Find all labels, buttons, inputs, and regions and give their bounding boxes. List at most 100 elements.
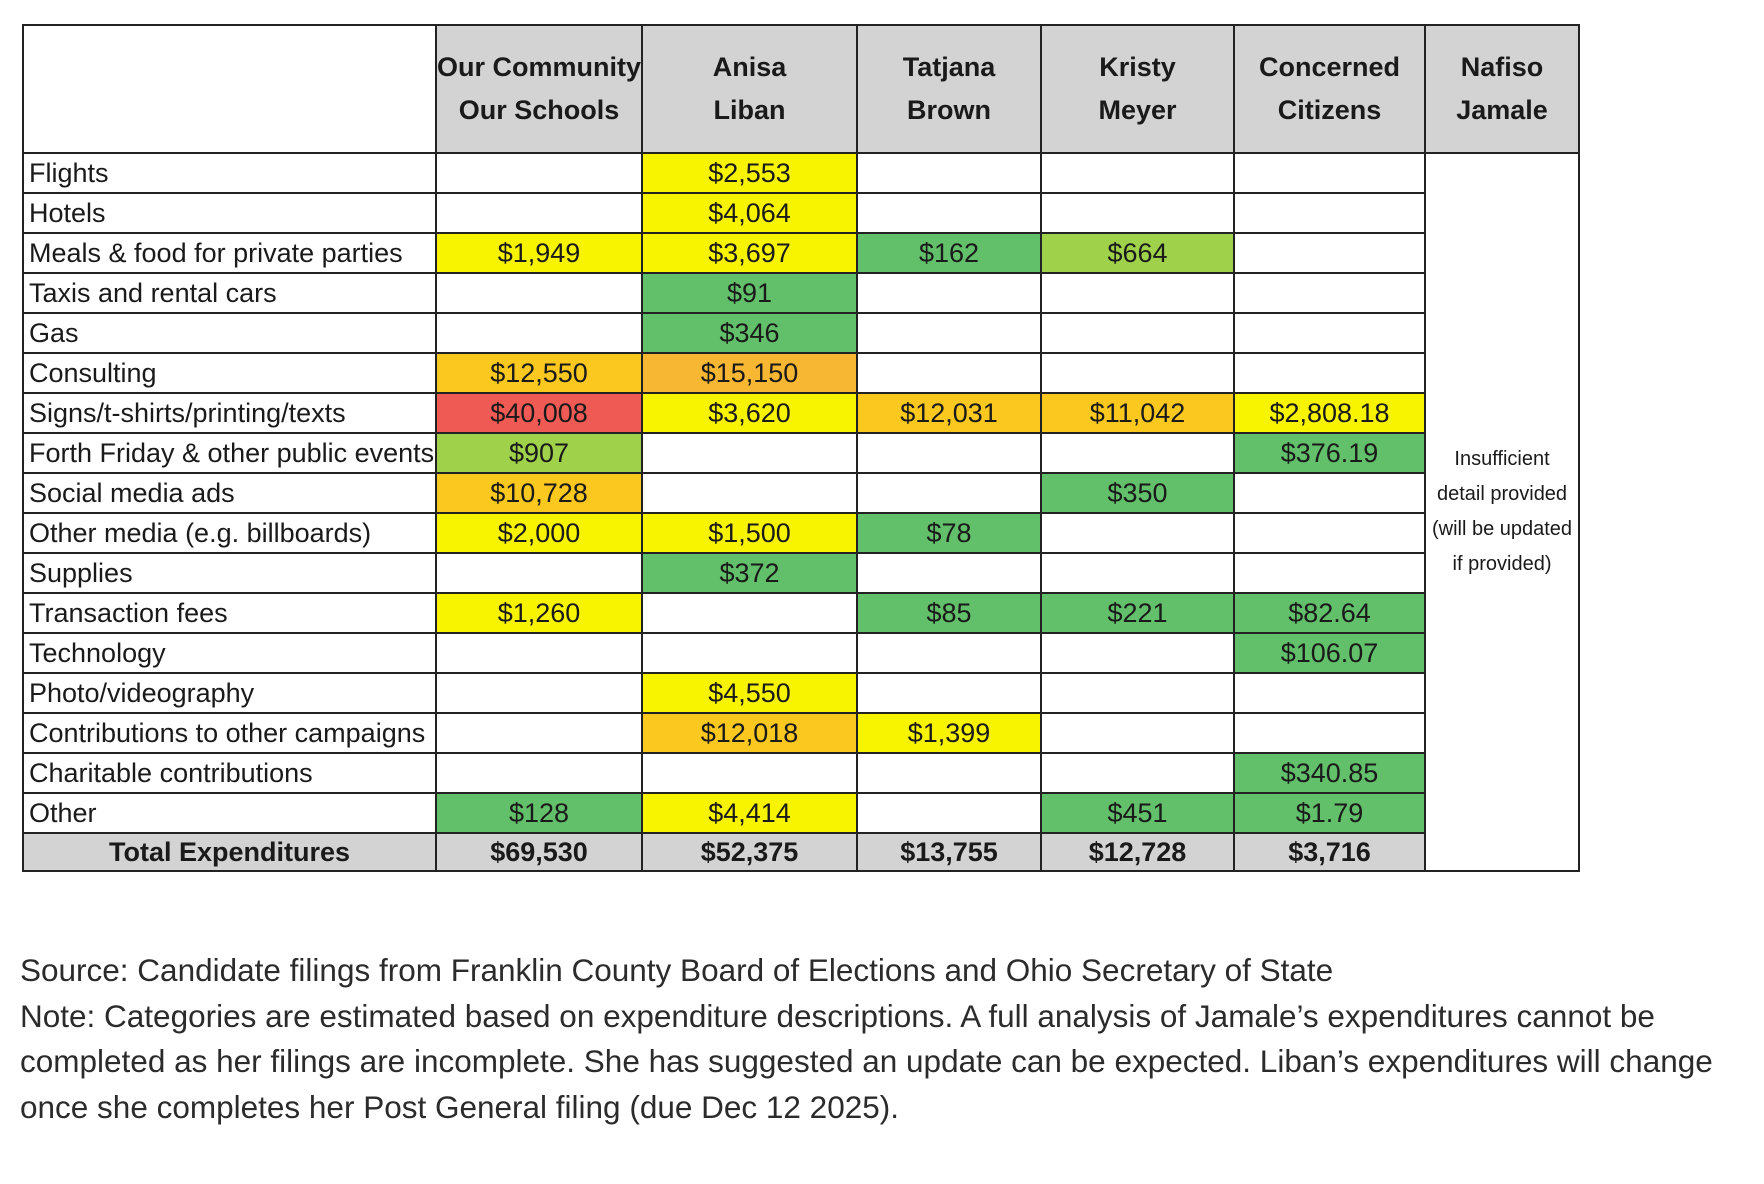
row-label: Technology	[22, 632, 437, 674]
value-cell	[1040, 312, 1236, 354]
row-label: Contributions to other campaigns	[22, 712, 437, 754]
value-cell	[1233, 472, 1427, 514]
value-cell	[856, 432, 1043, 474]
value-cell: $12,018	[641, 712, 859, 754]
value-cell: $12,031	[856, 392, 1043, 434]
value-cell: $451	[1040, 792, 1236, 834]
table-row: Photo/videography $4,550	[22, 672, 1579, 714]
table-row: Technology $106.07	[22, 632, 1579, 674]
value-cell	[856, 312, 1043, 354]
value-cell: $128	[434, 792, 644, 834]
value-cell	[1233, 192, 1427, 234]
value-cell: $2,000	[434, 512, 644, 554]
value-cell	[1040, 672, 1236, 714]
row-label: Consulting	[22, 352, 437, 394]
value-cell: $4,550	[641, 672, 859, 714]
row-label: Other media (e.g. billboards)	[22, 512, 437, 554]
methodology-note: Note: Categories are estimated based on …	[20, 997, 1713, 1125]
header-row: Our Community Our Schools Anisa Liban Tatj…	[22, 24, 1581, 154]
value-cell	[1233, 512, 1427, 554]
jamale-note-line: (will be updated	[1431, 518, 1573, 540]
value-cell	[1040, 752, 1236, 794]
total-value-cell: $3,716	[1233, 832, 1427, 872]
value-cell	[1040, 632, 1236, 674]
row-label: Meals & food for private parties	[22, 232, 437, 274]
col-header-kristy-meyer: Kristy Meyer	[1040, 24, 1236, 154]
row-label: Signs/t-shirts/printing/texts	[22, 392, 437, 434]
value-cell: $1,949	[434, 232, 644, 274]
jamale-note-cell: Insufficient detail provided (will be upda…	[1424, 152, 1581, 872]
row-label: Other	[22, 792, 437, 834]
col-header-concerned-citizens: Concerned Citizens	[1233, 24, 1427, 154]
value-cell: $907	[434, 432, 644, 474]
total-value-cell: $52,375	[641, 832, 859, 872]
value-cell	[434, 312, 644, 354]
row-label: Taxis and rental cars	[22, 272, 437, 314]
value-cell	[434, 552, 644, 594]
value-cell	[1040, 512, 1236, 554]
value-cell	[1040, 352, 1236, 394]
total-value-cell: $69,530	[434, 832, 644, 872]
col-header-line2: Jamale	[1456, 95, 1548, 125]
col-header-line2: Liban	[713, 95, 786, 125]
value-cell	[641, 632, 859, 674]
value-cell	[1233, 232, 1427, 274]
table-row: Charitable contributions $340.85	[22, 752, 1579, 794]
value-cell: $2,553	[641, 152, 859, 194]
value-cell: $15,150	[641, 352, 859, 394]
jamale-note-line: detail provided	[1436, 483, 1568, 505]
col-header-line2: Brown	[907, 95, 992, 125]
value-cell	[1233, 272, 1427, 314]
row-label: Charitable contributions	[22, 752, 437, 794]
jamale-note-line: Insufficient	[1454, 448, 1550, 470]
value-cell: $40,008	[434, 392, 644, 434]
col-header-line1: Concerned	[1259, 52, 1401, 82]
value-cell	[434, 632, 644, 674]
value-cell: $372	[641, 552, 859, 594]
value-cell	[641, 432, 859, 474]
value-cell	[641, 592, 859, 634]
value-cell	[1233, 152, 1427, 194]
table-row: Taxis and rental cars $91	[22, 272, 1579, 314]
value-cell: $221	[1040, 592, 1236, 634]
value-cell	[856, 352, 1043, 394]
table-row: Supplies $372	[22, 552, 1579, 594]
table-row: Meals & food for private parties $1,949 $3…	[22, 232, 1579, 274]
table-row: Hotels $4,064	[22, 192, 1579, 234]
col-header-nafiso-jamale: Nafiso Jamale	[1424, 24, 1581, 154]
caption: Source: Candidate filings from Franklin …	[20, 948, 1740, 1130]
col-header-tatjana-brown: Tatjana Brown	[856, 24, 1043, 154]
col-header-line1: Our Community	[437, 52, 642, 82]
value-cell	[641, 752, 859, 794]
jamale-note-line: if provided)	[1452, 553, 1552, 575]
value-cell	[856, 552, 1043, 594]
value-cell	[434, 752, 644, 794]
table-row: Contributions to other campaigns $12,018 $…	[22, 712, 1579, 754]
row-label: Hotels	[22, 192, 437, 234]
value-cell: $1,399	[856, 712, 1043, 754]
value-cell: $664	[1040, 232, 1236, 274]
expenditures-table: Our Community Our Schools Anisa Liban Tatj…	[22, 24, 1581, 872]
table-row: Consulting $12,550 $15,150	[22, 352, 1579, 394]
value-cell	[856, 472, 1043, 514]
col-header-line2: Meyer	[1098, 95, 1177, 125]
value-cell	[1040, 272, 1236, 314]
value-cell	[856, 192, 1043, 234]
col-header-line1: Nafiso	[1460, 52, 1544, 82]
table-row: Other media (e.g. billboards) $2,000 $1,50…	[22, 512, 1579, 554]
col-header-our-community-our-schools: Our Community Our Schools	[434, 24, 644, 154]
col-header-anisa-liban: Anisa Liban	[641, 24, 859, 154]
value-cell: $1,500	[641, 512, 859, 554]
total-value-cell: $13,755	[856, 832, 1043, 872]
value-cell	[856, 272, 1043, 314]
table-body: Flights $2,553 Insufficient detail provided…	[22, 152, 1581, 872]
value-cell: $346	[641, 312, 859, 354]
value-cell	[434, 712, 644, 754]
value-cell: $340.85	[1233, 752, 1427, 794]
value-cell	[434, 192, 644, 234]
value-cell	[856, 672, 1043, 714]
table-row: Social media ads $10,728 $350	[22, 472, 1579, 514]
col-header-line1: Anisa	[712, 52, 787, 82]
value-cell	[1040, 712, 1236, 754]
value-cell: $4,414	[641, 792, 859, 834]
